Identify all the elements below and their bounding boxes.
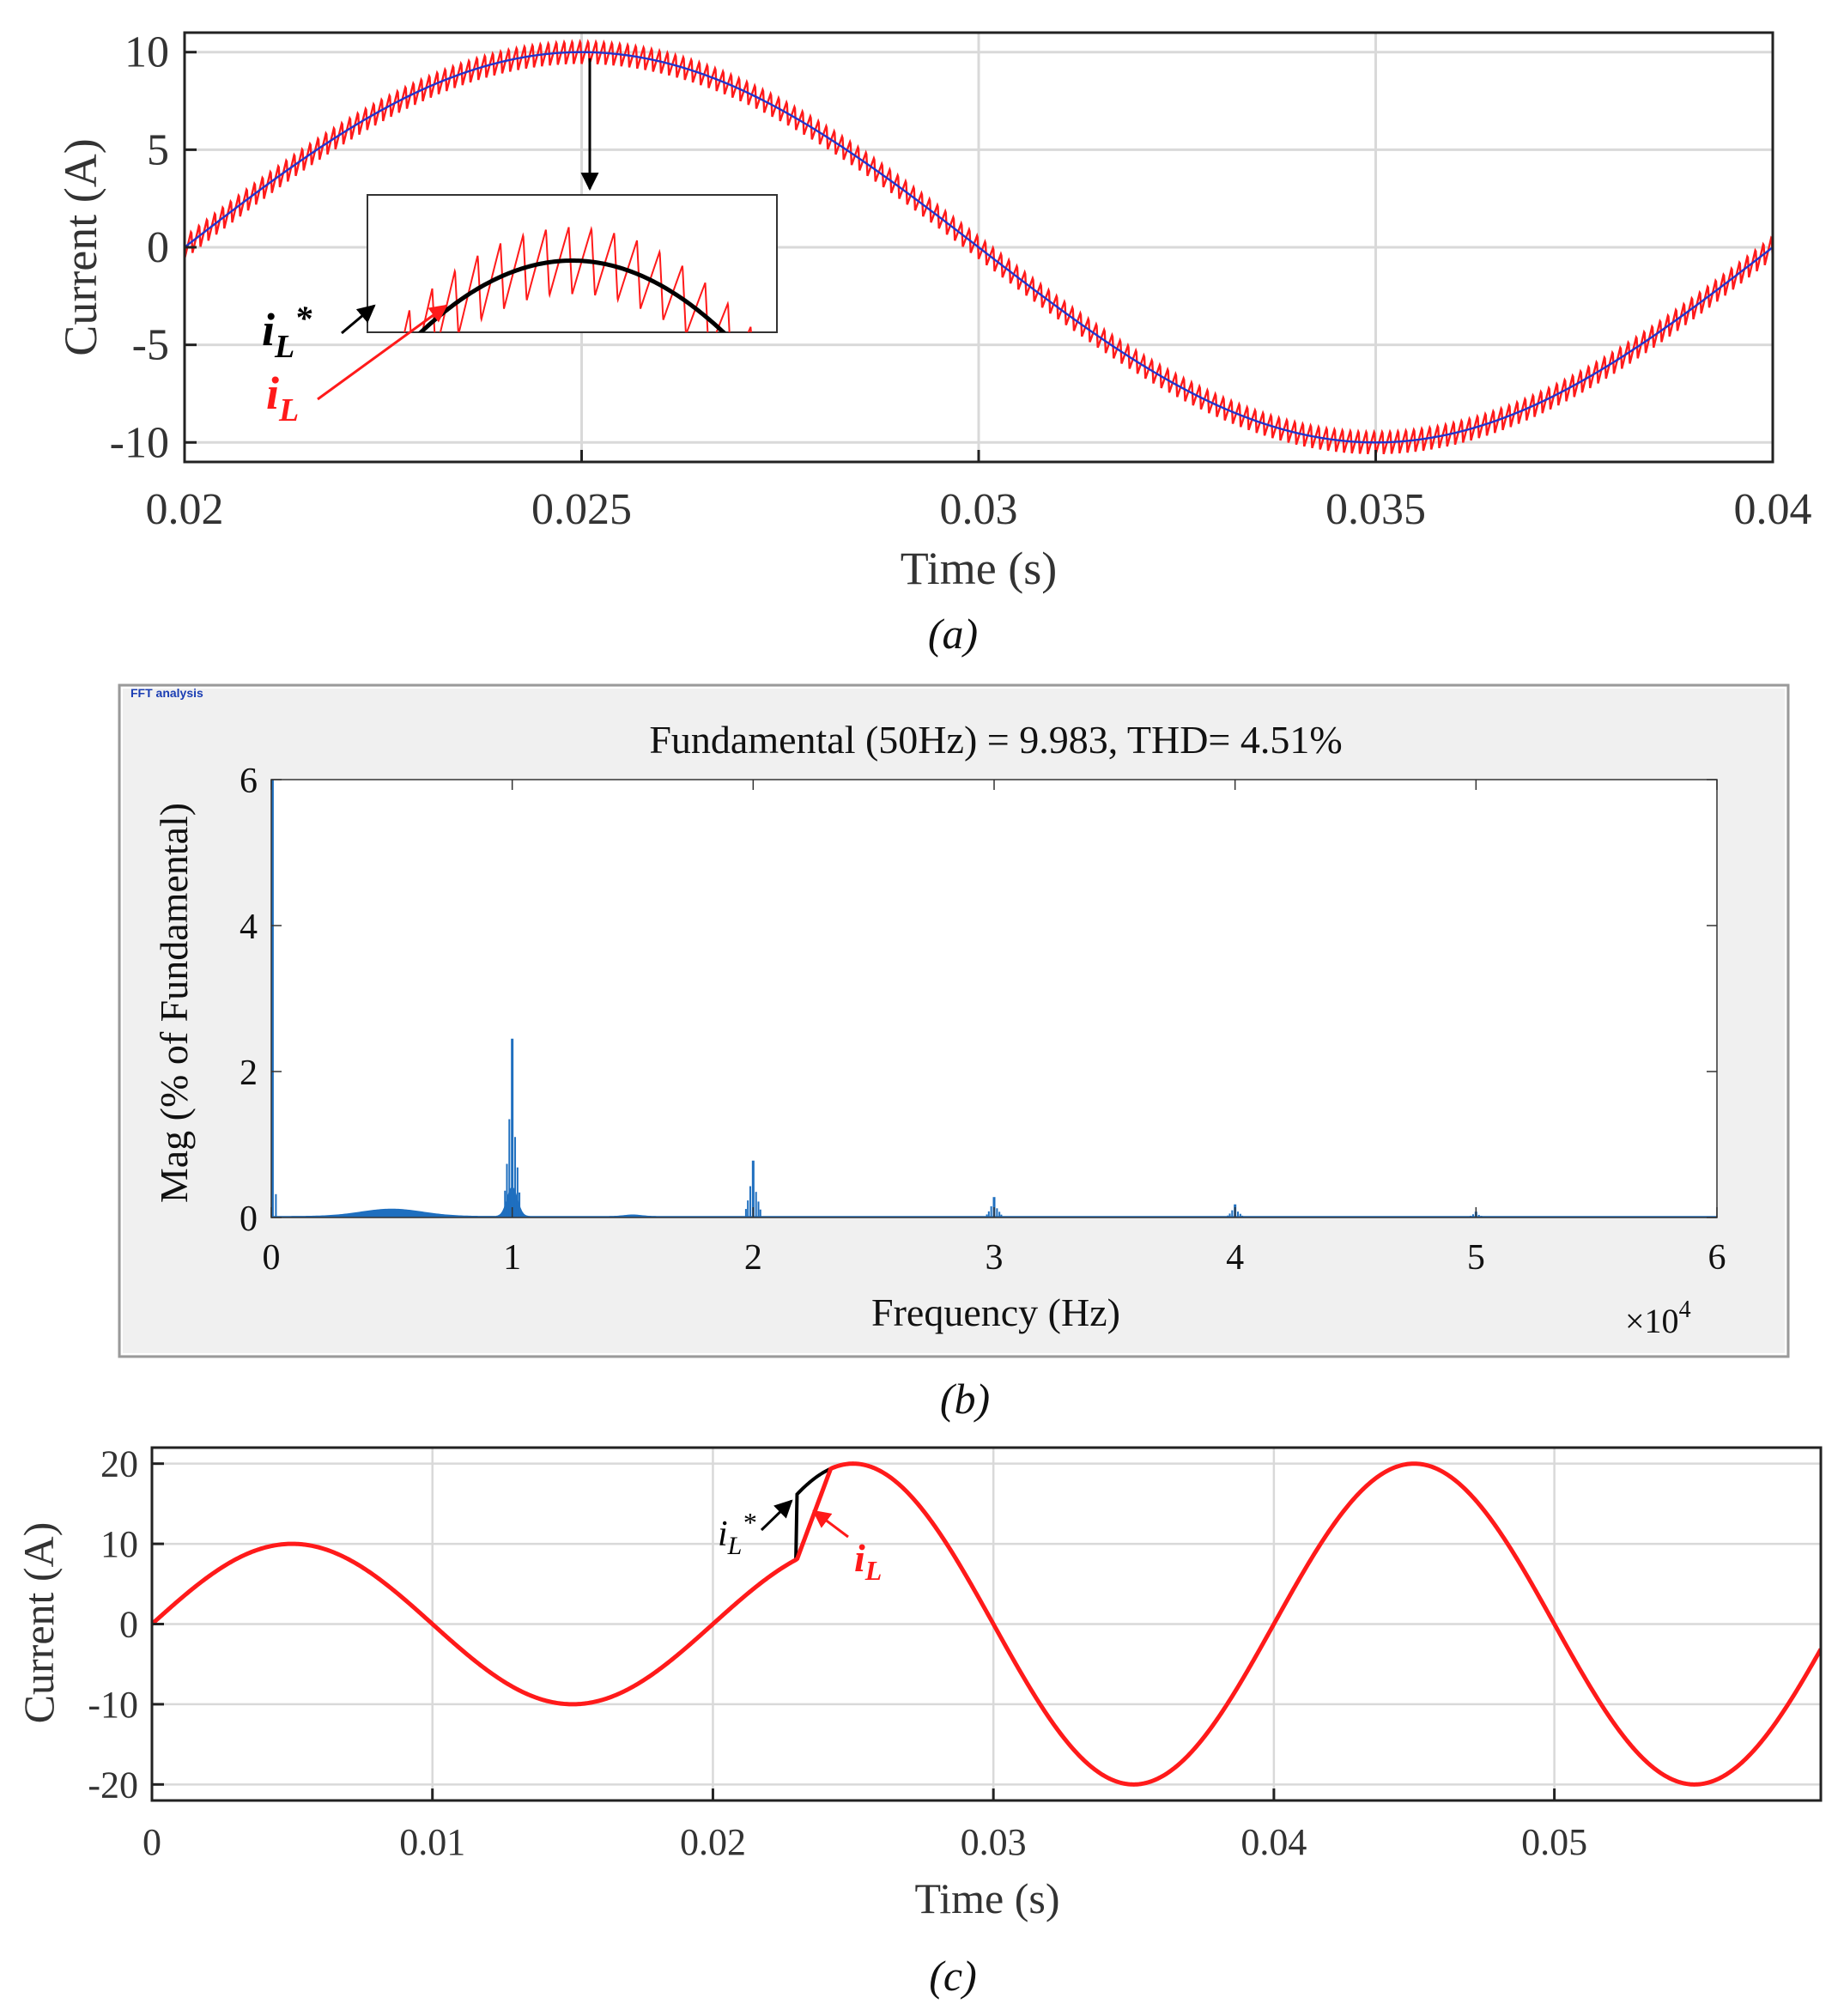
chart-c-xlabel: Time (s)	[914, 1874, 1059, 1922]
chart-a-inset	[367, 194, 778, 333]
chart-c-ytick-label: -10	[88, 1684, 138, 1726]
fft-panel-bevel	[121, 687, 1786, 1355]
chart-c-series-group	[152, 1461, 1821, 1787]
chart-b-xtick-label: 6	[1708, 1238, 1726, 1278]
chart-b-x-multiplier: ×104	[1625, 1296, 1691, 1340]
chart-a-series-iLstar	[185, 51, 1773, 444]
chart-c-annotation-iLstar: iL*	[718, 1499, 793, 1560]
chart-a: 0.02 0.025 0.03 0.035 0.04 10 5 0 -5 -10 Time (s)…	[55, 28, 1812, 658]
chart-c-ytick-label: -20	[88, 1764, 138, 1806]
chart-c-ticks: 0 0.01 0.02 0.03 0.04 0.05 20 10 0 -10 -20	[88, 1443, 1587, 1863]
chart-b-ytick-label: 6	[240, 762, 258, 801]
chart-a-ytick-label: 10	[124, 28, 169, 77]
chart-a-ytick-label: 5	[147, 125, 169, 174]
chart-a-ytick-label: -10	[110, 418, 169, 467]
chart-b-xtick-label: 0	[263, 1238, 281, 1278]
chart-a-series-iL	[185, 39, 1773, 455]
chart-a-ticks: 0.02 0.025 0.03 0.035 0.04 10 5 0 -5 -10	[110, 28, 1812, 534]
chart-a-annotation-iLstar: iL*	[262, 299, 376, 365]
chart-b-xtick-label: 4	[1226, 1238, 1244, 1278]
chart-b: FFT analysis Fundamental (50Hz) = 9.983,…	[118, 683, 1790, 1423]
chart-c-xtick-label: 0.04	[1240, 1821, 1307, 1863]
chart-a-inset-series-iL	[386, 225, 752, 332]
chart-a-arrow-iLstar	[341, 304, 376, 335]
chart-c-xtick-label: 0.02	[680, 1821, 746, 1863]
chart-c-arrow-iLstar	[760, 1499, 793, 1532]
chart-c-xtick-label: 0.05	[1521, 1821, 1587, 1863]
chart-b-caption: (b)	[940, 1375, 990, 1423]
chart-a-arrow-iL	[317, 304, 448, 401]
chart-c: 0 0.01 0.02 0.03 0.04 0.05 20 10 0 -10 -20 Time (s…	[15, 1443, 1823, 2000]
chart-a-ytick-label: -5	[132, 321, 169, 370]
chart-b-bars-group	[271, 780, 1717, 1217]
chart-a-xtick-label: 0.025	[531, 485, 632, 534]
chart-b-xtick-label: 2	[744, 1238, 762, 1278]
chart-b-ytick-label: 0	[240, 1199, 258, 1239]
chart-c-label-iLstar: iL*	[718, 1507, 755, 1560]
chart-b-ylabel: Mag (% of Fundamental)	[152, 803, 196, 1203]
chart-c-series-iL	[152, 1461, 1821, 1787]
chart-b-ticks: 0 1 2 3 4 5 6 0 2 4 6	[240, 762, 1726, 1278]
chart-b-plot-area	[271, 780, 1717, 1217]
chart-c-ylabel: Current (A)	[15, 1522, 63, 1724]
chart-a-xtick-label: 0.02	[146, 485, 224, 534]
chart-b-title: Fundamental (50Hz) = 9.983, THD= 4.51%	[649, 718, 1342, 762]
chart-b-xtick-label: 3	[986, 1238, 1004, 1278]
chart-c-annotation-iL: iL	[812, 1509, 882, 1586]
chart-a-label-iLstar: iL*	[262, 299, 312, 365]
chart-c-xtick-label: 0.03	[961, 1821, 1027, 1863]
chart-c-ytick-label: 10	[100, 1523, 138, 1565]
chart-a-xtick-label: 0.04	[1734, 485, 1812, 534]
chart-b-ytick-label: 2	[240, 1054, 258, 1093]
chart-c-label-iL: iL	[854, 1536, 882, 1586]
chart-c-grid	[150, 1448, 1821, 1800]
chart-a-annotation-iL: iL	[266, 304, 448, 428]
chart-a-inset-frame	[367, 194, 778, 333]
chart-a-caption: (a)	[928, 610, 978, 658]
chart-c-arrow-iL	[812, 1509, 849, 1539]
chart-b-xlabel: Frequency (Hz)	[871, 1290, 1120, 1334]
chart-a-xtick-label: 0.03	[940, 485, 1018, 534]
chart-a-label-iL: iL	[266, 367, 299, 428]
chart-b-xtick-label: 5	[1467, 1238, 1485, 1278]
chart-b-xtick-label: 1	[503, 1238, 521, 1278]
chart-a-ytick-label: 0	[147, 223, 169, 272]
chart-a-xtick-label: 0.035	[1325, 485, 1426, 534]
chart-c-ytick-label: 20	[100, 1443, 138, 1485]
fft-window-label: FFT analysis	[130, 686, 203, 700]
chart-a-ylabel: Current (A)	[55, 138, 106, 355]
chart-a-xlabel: Time (s)	[901, 543, 1058, 594]
chart-c-caption: (c)	[929, 1952, 977, 2000]
chart-b-ytick-label: 4	[240, 908, 258, 947]
chart-c-xtick-label: 0.01	[399, 1821, 465, 1863]
chart-c-ytick-label: 0	[119, 1604, 138, 1646]
chart-a-series-group	[185, 39, 1773, 455]
chart-c-xtick-label: 0	[143, 1821, 161, 1863]
